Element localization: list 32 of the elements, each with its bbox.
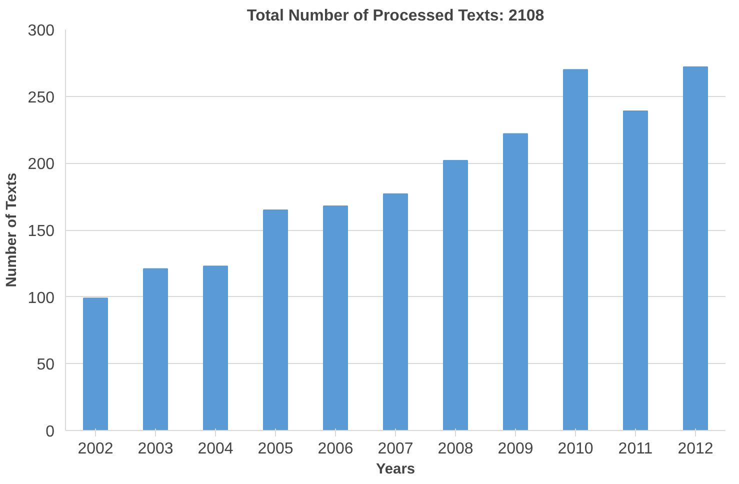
x-tick-label: 2005 — [258, 440, 294, 458]
bar — [263, 209, 288, 430]
y-tick-label: 250 — [28, 89, 55, 106]
y-axis-title: Number of Texts — [4, 172, 20, 288]
x-tick-label: 2004 — [198, 440, 234, 458]
y-tick-label: 150 — [28, 223, 55, 240]
x-tick-label: 2007 — [378, 440, 414, 458]
y-tick-label: 50 — [36, 356, 55, 374]
bar — [503, 133, 528, 430]
bar — [83, 298, 108, 430]
bar — [623, 110, 648, 430]
y-tick-label: 200 — [28, 156, 55, 174]
bar — [203, 266, 228, 430]
x-tick-label: 2010 — [558, 440, 594, 458]
bar — [383, 193, 408, 430]
bar — [563, 69, 588, 430]
bar — [443, 160, 468, 430]
y-tick-label: 300 — [28, 22, 55, 40]
x-axis-title: Years — [376, 462, 416, 478]
chart-title: Total Number of Processed Texts: 2108 — [246, 8, 544, 24]
bar — [143, 268, 168, 430]
x-tick-label: 2003 — [138, 440, 174, 458]
bar — [323, 205, 348, 430]
x-tick-label: 2002 — [78, 440, 114, 458]
y-tick-label: 0 — [46, 424, 55, 440]
x-tick-label: 2009 — [498, 440, 534, 458]
bar — [683, 66, 708, 430]
y-tick-label: 100 — [28, 290, 55, 307]
x-tick-label: 2011 — [618, 440, 653, 458]
x-tick-label: 2008 — [438, 440, 474, 458]
x-tick-label: 2006 — [318, 440, 354, 458]
x-tick-label: 2012 — [678, 440, 714, 458]
